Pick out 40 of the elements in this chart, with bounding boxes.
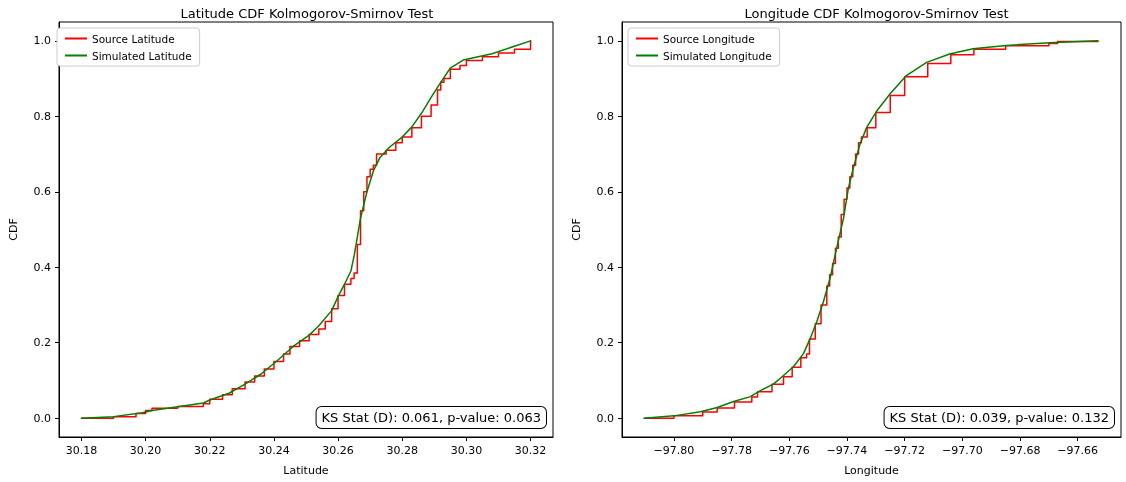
y-tick-label: 0.4 (596, 260, 614, 274)
x-tick-label: 30.32 (514, 444, 547, 457)
x-tick-label: −97.68 (999, 444, 1041, 457)
x-tick-label: −97.80 (653, 444, 695, 457)
x-tick-label: −97.66 (1057, 444, 1099, 457)
chart-title: Latitude CDF Kolmogorov-Smirnov Test (180, 6, 434, 21)
legend-label: Simulated Longitude (663, 49, 772, 62)
annotation: KS Stat (D): 0.039, p-value: 0.132 (889, 410, 1110, 425)
y-tick-label: 1.0 (33, 34, 51, 48)
x-tick-label: −97.74 (826, 444, 868, 457)
legend-label: Source Latitude (92, 32, 175, 45)
x-tick-label: 30.26 (322, 444, 354, 457)
y-tick-label: 0.4 (33, 260, 51, 274)
y-axis-title: CDF (7, 218, 20, 241)
y-tick-label: 0.6 (33, 185, 51, 199)
y-tick-label: 0.6 (596, 185, 614, 199)
x-tick-label: 30.24 (258, 444, 290, 457)
annotation: KS Stat (D): 0.061, p-value: 0.063 (321, 410, 542, 425)
legend-label: Simulated Latitude (92, 49, 192, 62)
x-tick-label: 30.22 (194, 444, 226, 457)
x-tick-label: −97.78 (711, 444, 752, 457)
y-tick-label: 0.8 (596, 109, 614, 123)
x-axis-title: Latitude (283, 464, 329, 477)
x-axis-title: Longitude (844, 464, 900, 477)
x-tick-label: 30.28 (386, 444, 418, 457)
x-tick-label: −97.76 (768, 444, 810, 457)
x-tick-label: −97.72 (884, 444, 926, 457)
y-tick-label: 0.8 (33, 109, 51, 123)
y-axis-title: CDF (570, 218, 583, 241)
y-tick-label: 1.0 (596, 34, 614, 48)
y-tick-label: 0.2 (33, 336, 51, 350)
x-tick-label: 30.18 (65, 444, 98, 457)
y-tick-label: 0.2 (596, 336, 614, 350)
x-tick-label: 30.20 (129, 444, 162, 457)
y-tick-label: 0.0 (33, 411, 51, 425)
legend-label: Source Longitude (663, 32, 755, 45)
chart-title: Longitude CDF Kolmogorov-Smirnov Test (744, 6, 1009, 21)
x-tick-label: −97.70 (942, 444, 983, 457)
y-tick-label: 0.0 (596, 411, 614, 425)
x-tick-label: 30.30 (450, 444, 483, 457)
